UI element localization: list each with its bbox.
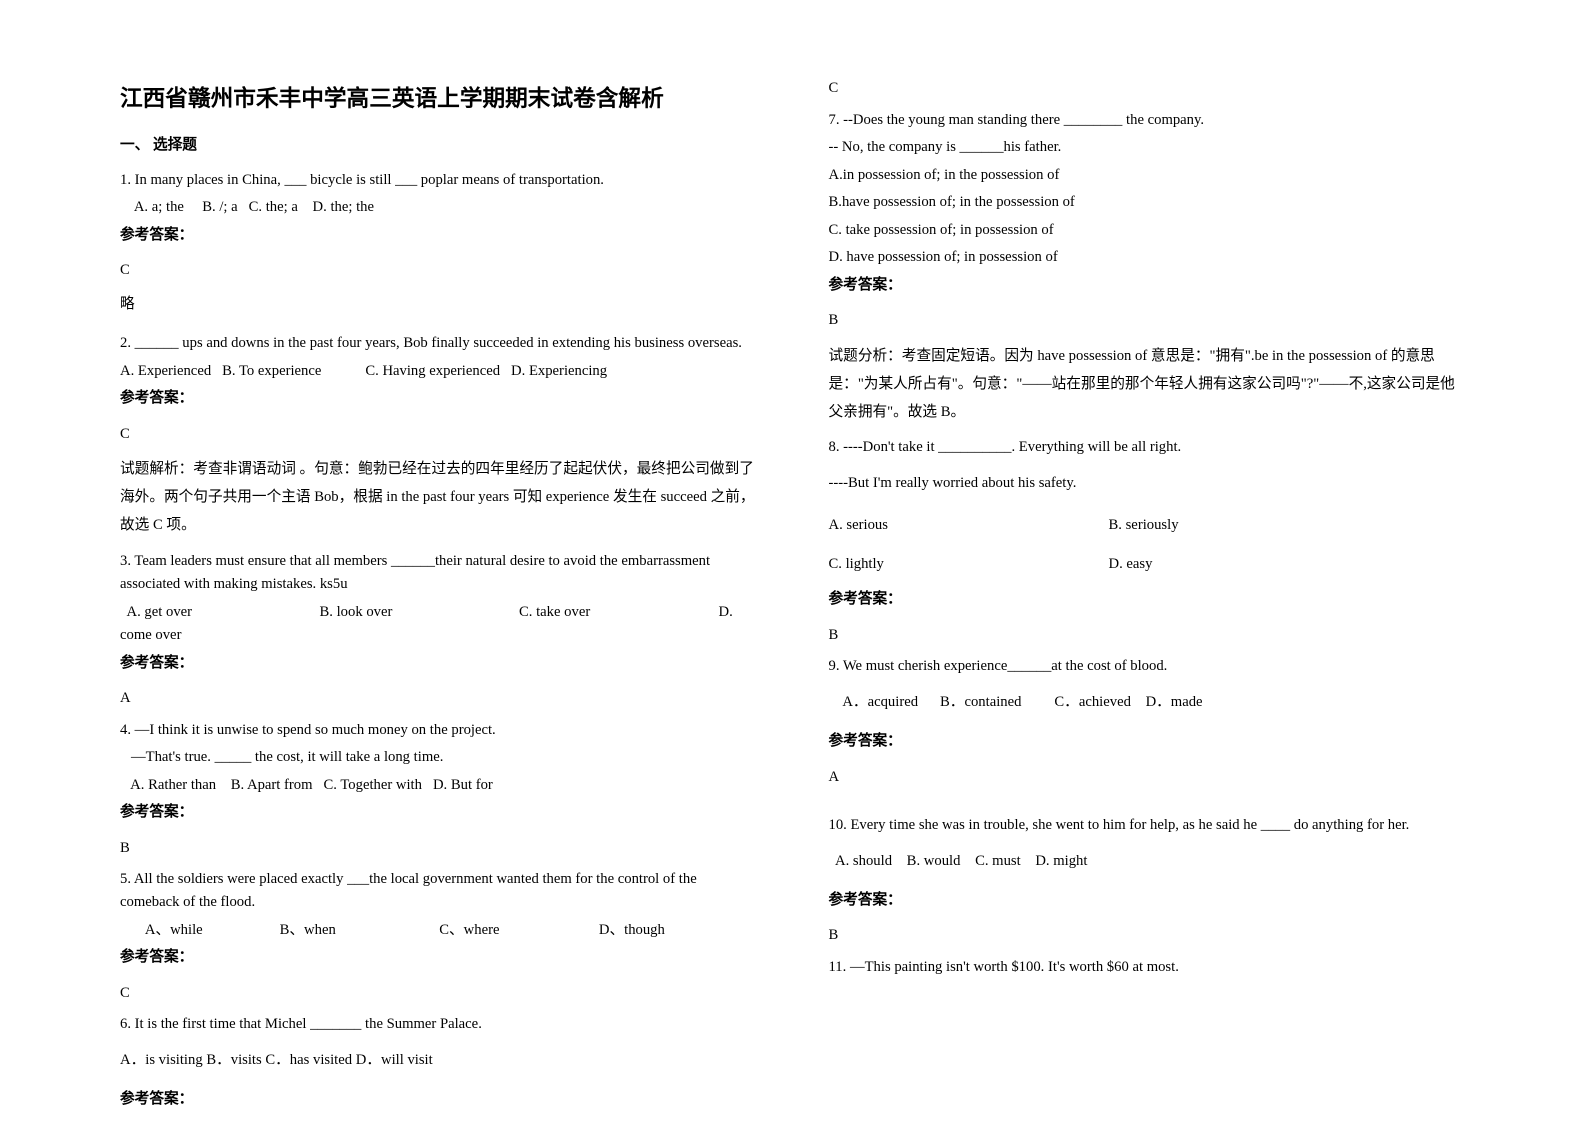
q3-options: A. get over B. look over C. take over D. bbox=[120, 601, 759, 624]
q7-answer: B bbox=[829, 309, 1468, 332]
q7-text2: -- No, the company is ______his father. bbox=[829, 136, 1468, 159]
question-11: 11. —This painting isn't worth $100. It'… bbox=[829, 956, 1468, 979]
question-1: 1. In many places in China, ___ bicycle … bbox=[120, 169, 759, 316]
q6-text: 6. It is the first time that Michel ____… bbox=[120, 1013, 759, 1036]
q2-explanation: 试题解析：考查非谓语动词 。句意：鲍勃已经在过去的四年里经历了起起伏伏，最终把公… bbox=[120, 456, 759, 540]
q7-explanation: 试题分析：考查固定短语。因为 have possession of 意思是："拥… bbox=[829, 343, 1468, 427]
q10-answer-label: 参考答案： bbox=[829, 889, 1468, 912]
question-10: 10. Every time she was in trouble, she w… bbox=[829, 814, 1468, 948]
q4-answer-label: 参考答案： bbox=[120, 801, 759, 824]
q7-opt-d: D. have possession of; in possession of bbox=[829, 246, 1468, 269]
q1-text: 1. In many places in China, ___ bicycle … bbox=[120, 169, 759, 192]
q1-options: A. a; the B. /; a C. the; a D. the; the bbox=[120, 196, 759, 219]
q5-answer: C bbox=[120, 982, 759, 1005]
q7-text1: 7. --Does the young man standing there _… bbox=[829, 109, 1468, 132]
q3-text: 3. Team leaders must ensure that all mem… bbox=[120, 550, 759, 597]
q2-options: A. Experienced B. To experience C. Havin… bbox=[120, 360, 759, 383]
q2-answer: C bbox=[120, 423, 759, 446]
q2-answer-label: 参考答案： bbox=[120, 387, 759, 410]
section-header: 一、 选择题 bbox=[120, 133, 759, 154]
q4-answer: B bbox=[120, 837, 759, 860]
q6-options: A．is visiting B．visits C．has visited D．w… bbox=[120, 1049, 759, 1072]
question-2: 2. ______ ups and downs in the past four… bbox=[120, 332, 759, 540]
q8-opt-c: C. lightly bbox=[829, 553, 1109, 576]
q5-answer-label: 参考答案： bbox=[120, 946, 759, 969]
page-title: 江西省赣州市禾丰中学高三英语上学期期末试卷含解析 bbox=[120, 80, 759, 113]
q8-answer-label: 参考答案： bbox=[829, 588, 1468, 611]
q6-answer-label: 参考答案： bbox=[120, 1088, 759, 1111]
q8-options-row2: C. lightly D. easy bbox=[829, 553, 1468, 576]
q6-answer: C bbox=[829, 80, 1468, 97]
q10-options: A. should B. would C. must D. might bbox=[829, 850, 1468, 873]
question-9: 9. We must cherish experience______at th… bbox=[829, 655, 1468, 789]
q3-opt-b: B. look over bbox=[320, 601, 520, 624]
q3-opt-d-rest: come over bbox=[120, 624, 759, 647]
q3-opt-c: C. take over bbox=[519, 601, 719, 624]
q1-answer-label: 参考答案： bbox=[120, 224, 759, 247]
q8-text2: ----But I'm really worried about his saf… bbox=[829, 472, 1468, 495]
q7-opt-b: B.have possession of; in the possession … bbox=[829, 191, 1468, 214]
q8-answer: B bbox=[829, 624, 1468, 647]
q3-answer-label: 参考答案： bbox=[120, 652, 759, 675]
q11-text: 11. —This painting isn't worth $100. It'… bbox=[829, 956, 1468, 979]
q8-options-row1: A. serious B. seriously bbox=[829, 514, 1468, 537]
q9-answer: A bbox=[829, 766, 1468, 789]
q5-opt-b: B、when bbox=[280, 919, 440, 942]
q10-text: 10. Every time she was in trouble, she w… bbox=[829, 814, 1468, 837]
question-8: 8. ----Don't take it __________. Everyth… bbox=[829, 436, 1468, 647]
q9-answer-label: 参考答案： bbox=[829, 730, 1468, 753]
question-7: 7. --Does the young man standing there _… bbox=[829, 109, 1468, 426]
q1-answer: C bbox=[120, 259, 759, 282]
q2-text: 2. ______ ups and downs in the past four… bbox=[120, 332, 759, 355]
q10-answer: B bbox=[829, 924, 1468, 947]
q7-opt-c: C. take possession of; in possession of bbox=[829, 219, 1468, 242]
q5-text: 5. All the soldiers were placed exactly … bbox=[120, 868, 759, 915]
q8-opt-a: A. serious bbox=[829, 514, 1109, 537]
q1-note: 略 bbox=[120, 293, 759, 316]
q5-opt-c: C、where bbox=[439, 919, 599, 942]
q8-opt-d: D. easy bbox=[1109, 553, 1153, 576]
q4-options: A. Rather than B. Apart from C. Together… bbox=[120, 774, 759, 797]
q3-opt-d-prefix: D. bbox=[719, 601, 759, 624]
q9-options: A．acquired B．contained C．achieved D．made bbox=[829, 691, 1468, 714]
q7-opt-a: A.in possession of; in the possession of bbox=[829, 164, 1468, 187]
q7-answer-label: 参考答案： bbox=[829, 274, 1468, 297]
question-6: 6. It is the first time that Michel ____… bbox=[120, 1013, 759, 1111]
q8-text1: 8. ----Don't take it __________. Everyth… bbox=[829, 436, 1468, 459]
q8-opt-b: B. seriously bbox=[1109, 514, 1179, 537]
question-4: 4. —I think it is unwise to spend so muc… bbox=[120, 719, 759, 860]
q9-text: 9. We must cherish experience______at th… bbox=[829, 655, 1468, 678]
q5-opt-a: A、while bbox=[120, 919, 280, 942]
q3-answer: A bbox=[120, 687, 759, 710]
question-3: 3. Team leaders must ensure that all mem… bbox=[120, 550, 759, 711]
q5-opt-d: D、though bbox=[599, 919, 759, 942]
q3-opt-a: A. get over bbox=[120, 601, 320, 624]
q4-text2: —That's true. _____ the cost, it will ta… bbox=[120, 746, 759, 769]
q5-options: A、while B、when C、where D、though bbox=[120, 919, 759, 942]
question-5: 5. All the soldiers were placed exactly … bbox=[120, 868, 759, 1005]
q4-text1: 4. —I think it is unwise to spend so muc… bbox=[120, 719, 759, 742]
